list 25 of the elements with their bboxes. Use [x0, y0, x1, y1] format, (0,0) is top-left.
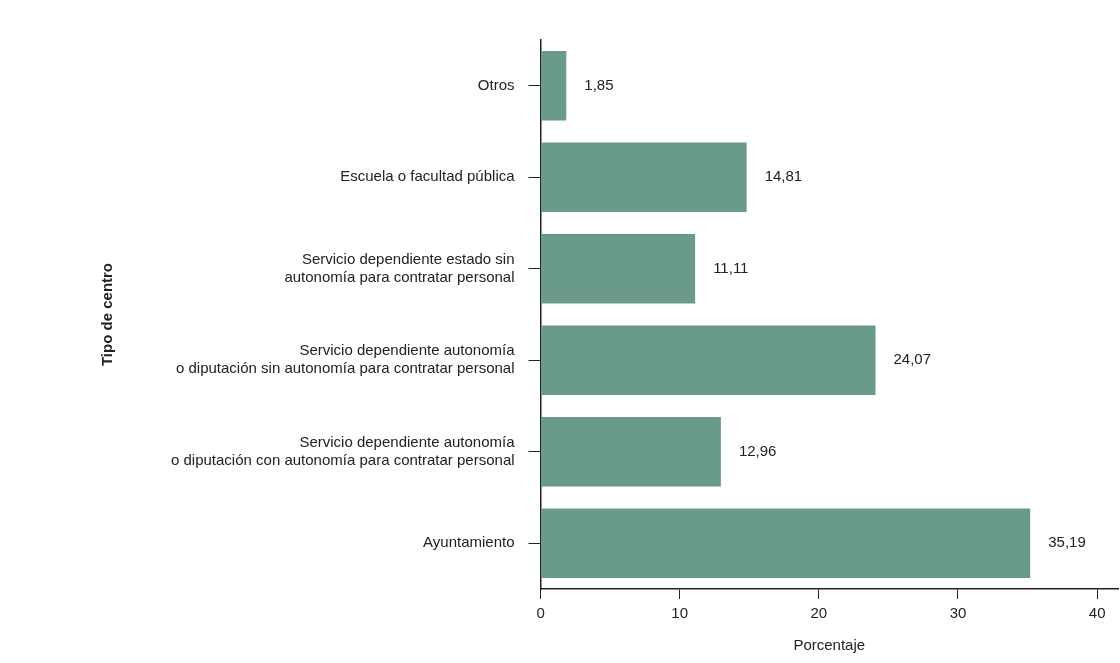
y-tick-label: Servicio dependiente autonomía o diputación sin autonomía para contratar personal: [175, 341, 516, 377]
y-tick-label: Escuela o facultad pública: [340, 167, 516, 185]
x-tick-label: 40: [1088, 604, 1106, 622]
y-tick-label: Servicio dependiente autonomía o diputación con autonomía para contratar personal: [170, 432, 516, 468]
data-label: 12,96: [738, 441, 777, 459]
x-axis-title: Porcentaje: [793, 636, 866, 654]
y-axis-title: Tipo de centro: [98, 262, 116, 367]
data-label: 35,19: [1048, 533, 1086, 551]
x-tick-label: 10: [671, 604, 689, 622]
y-tick-label: Servicio dependiente estado sin autonomía para contratar personal: [284, 249, 515, 285]
y-tick-label: Ayuntamiento: [423, 533, 515, 551]
bar: [541, 50, 567, 121]
x-tick-label: 0: [536, 604, 545, 622]
data-label: 11,11: [713, 258, 749, 276]
x-tick-label: 30: [949, 604, 967, 622]
data-label: 24,07: [893, 350, 932, 368]
data-label: 1,85: [584, 75, 614, 93]
bar: [541, 416, 721, 487]
x-tick-label: 20: [810, 604, 828, 622]
bar: [541, 508, 1031, 579]
bar: [541, 233, 696, 304]
bar: [541, 325, 876, 396]
bar: [541, 142, 747, 213]
y-tick-label: Otros: [477, 75, 515, 93]
data-label: 14,81: [764, 167, 803, 185]
